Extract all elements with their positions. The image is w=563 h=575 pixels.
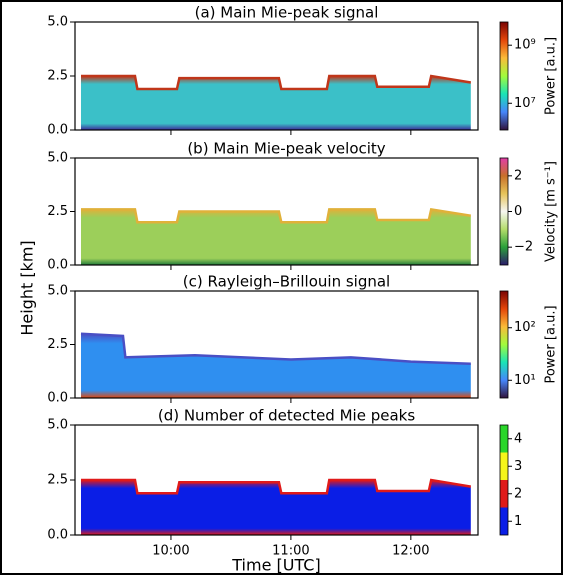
y-tick-label: 5.0	[47, 151, 68, 166]
colorbar-segment	[500, 480, 508, 508]
y-tick-label: 0.0	[47, 391, 68, 406]
colorbar-segment	[500, 452, 508, 480]
colorbar-tick-label: 0	[514, 204, 522, 219]
colorbar	[500, 158, 508, 265]
colorbar-segment	[500, 507, 508, 535]
y-tick-label: 2.5	[47, 473, 68, 488]
colorbar-tick-label: −2	[514, 240, 533, 255]
y-tick-label: 0.0	[47, 123, 68, 138]
colorbar-tick-label: 2	[514, 168, 522, 183]
colorbar-tick-label: 10⁷	[514, 96, 536, 111]
colorbar-label: Velocity [m s⁻¹]	[544, 161, 559, 262]
signal-area	[80, 76, 471, 130]
colorbar-frame	[499, 424, 509, 536]
colorbar-tick-label: 3	[514, 459, 522, 474]
x-axis-label: Time [UTC]	[231, 556, 320, 575]
panel-title: (d) Number of detected Mie peaks	[158, 407, 415, 425]
x-tick-label: 11:00	[272, 544, 309, 559]
colorbar	[500, 22, 508, 130]
y-tick-label: 5.0	[47, 418, 68, 433]
colorbar-frame	[499, 21, 509, 131]
y-tick-label: 5.0	[47, 284, 68, 299]
signal-top	[80, 207, 472, 224]
x-tick-label: 10:00	[152, 544, 189, 559]
y-tick-label: 5.0	[47, 15, 68, 30]
y-tick-label: 2.5	[47, 204, 68, 219]
y-tick-label: 0.0	[47, 528, 68, 543]
colorbar-tick-label: 10¹	[514, 373, 536, 388]
colorbar-label: Power [a.u.]	[544, 37, 559, 115]
colorbar-tick-label: 10⁹	[514, 38, 536, 53]
signal-area	[80, 209, 471, 265]
signal-top	[80, 478, 472, 495]
y-tick-label: 2.5	[47, 69, 68, 84]
panel-title: (c) Rayleigh–Brillouin signal	[183, 273, 390, 291]
x-tick-label: 12:00	[392, 544, 429, 559]
signal-area	[80, 480, 471, 535]
y-tick-label: 0.0	[47, 258, 68, 273]
colorbar	[500, 291, 508, 398]
colorbar-label: Power [a.u.]	[544, 305, 559, 383]
colorbar-tick-label: 2	[514, 486, 522, 501]
y-tick-label: 2.5	[47, 337, 68, 352]
colorbar-frame	[499, 290, 509, 399]
colorbar-tick-label: 10²	[514, 320, 536, 335]
signal-top	[80, 332, 471, 366]
y-axis-label: Height [km]	[18, 240, 37, 335]
colorbar-segment	[500, 425, 508, 453]
signal-top	[80, 74, 472, 91]
panel-title: (b) Main Mie-peak velocity	[187, 140, 385, 158]
colorbar-tick-label: 4	[514, 431, 522, 446]
signal-area	[80, 333, 471, 398]
colorbar-tick-label: 1	[514, 514, 522, 529]
panel-title: (a) Main Mie-peak signal	[195, 4, 379, 22]
